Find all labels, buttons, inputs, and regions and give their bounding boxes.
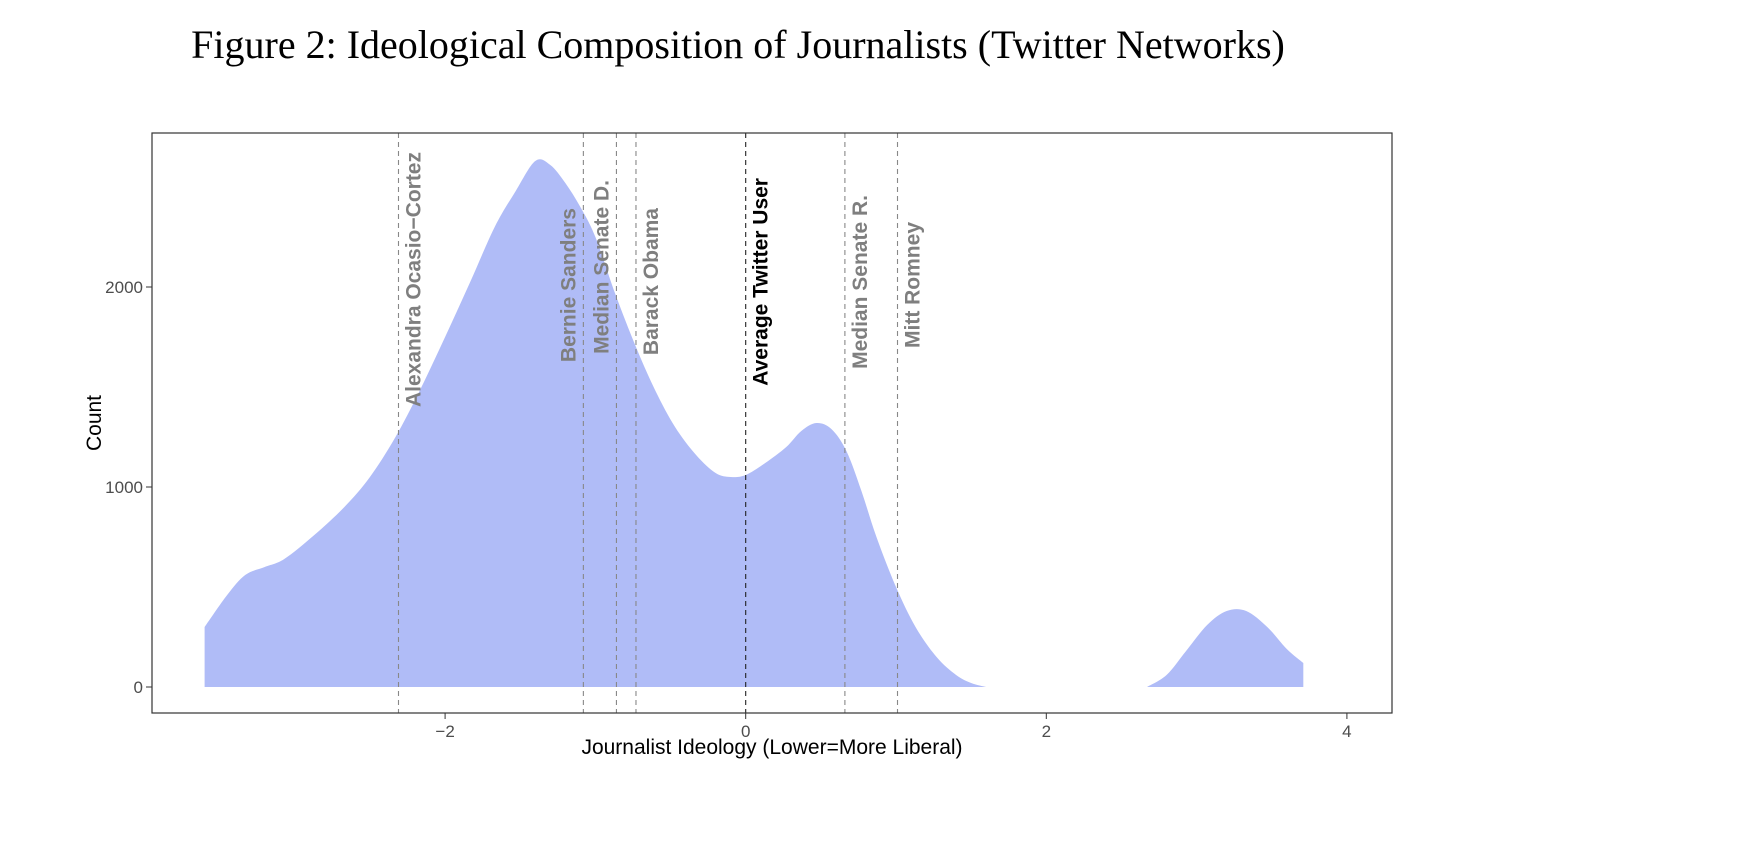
- y-tick-label: 2000: [105, 278, 143, 297]
- x-tick-label: −2: [435, 722, 454, 741]
- x-tick-label: 4: [1342, 722, 1351, 741]
- density-area-segment-1: [204, 159, 987, 687]
- reference-line-label: Median Senate R.: [849, 195, 872, 369]
- x-axis: −2 0 2 4: [435, 713, 1352, 741]
- density-area-segment-2: [1147, 609, 1304, 687]
- x-tick-label: 0: [741, 722, 750, 741]
- reference-lines: Alexandra Ocasio−Cortez Bernie Sanders Med…: [397, 133, 925, 713]
- reference-line-label: Bernie Sanders: [557, 208, 580, 362]
- x-tick-label: 2: [1042, 722, 1051, 741]
- reference-line-label: Barack Obama: [640, 208, 663, 355]
- reference-line-label: Median Senate D.: [590, 180, 613, 354]
- y-tick-label: 0: [134, 678, 143, 697]
- chart-title: Figure 2: Ideological Composition of Jou…: [191, 22, 1285, 67]
- reference-line-label: Alexandra Ocasio−Cortez: [402, 152, 425, 407]
- y-axis-label: Count: [83, 395, 106, 451]
- x-axis-label: Journalist Ideology (Lower=More Liberal): [581, 736, 962, 759]
- plot-border: [151, 132, 1393, 714]
- y-tick-label: 1000: [105, 478, 143, 497]
- density-areas: [204, 159, 1304, 687]
- reference-line-label: Average Twitter User: [750, 178, 773, 386]
- reference-line-label: Mitt Romney: [902, 222, 925, 348]
- y-axis: 0 1000 2000: [105, 278, 152, 697]
